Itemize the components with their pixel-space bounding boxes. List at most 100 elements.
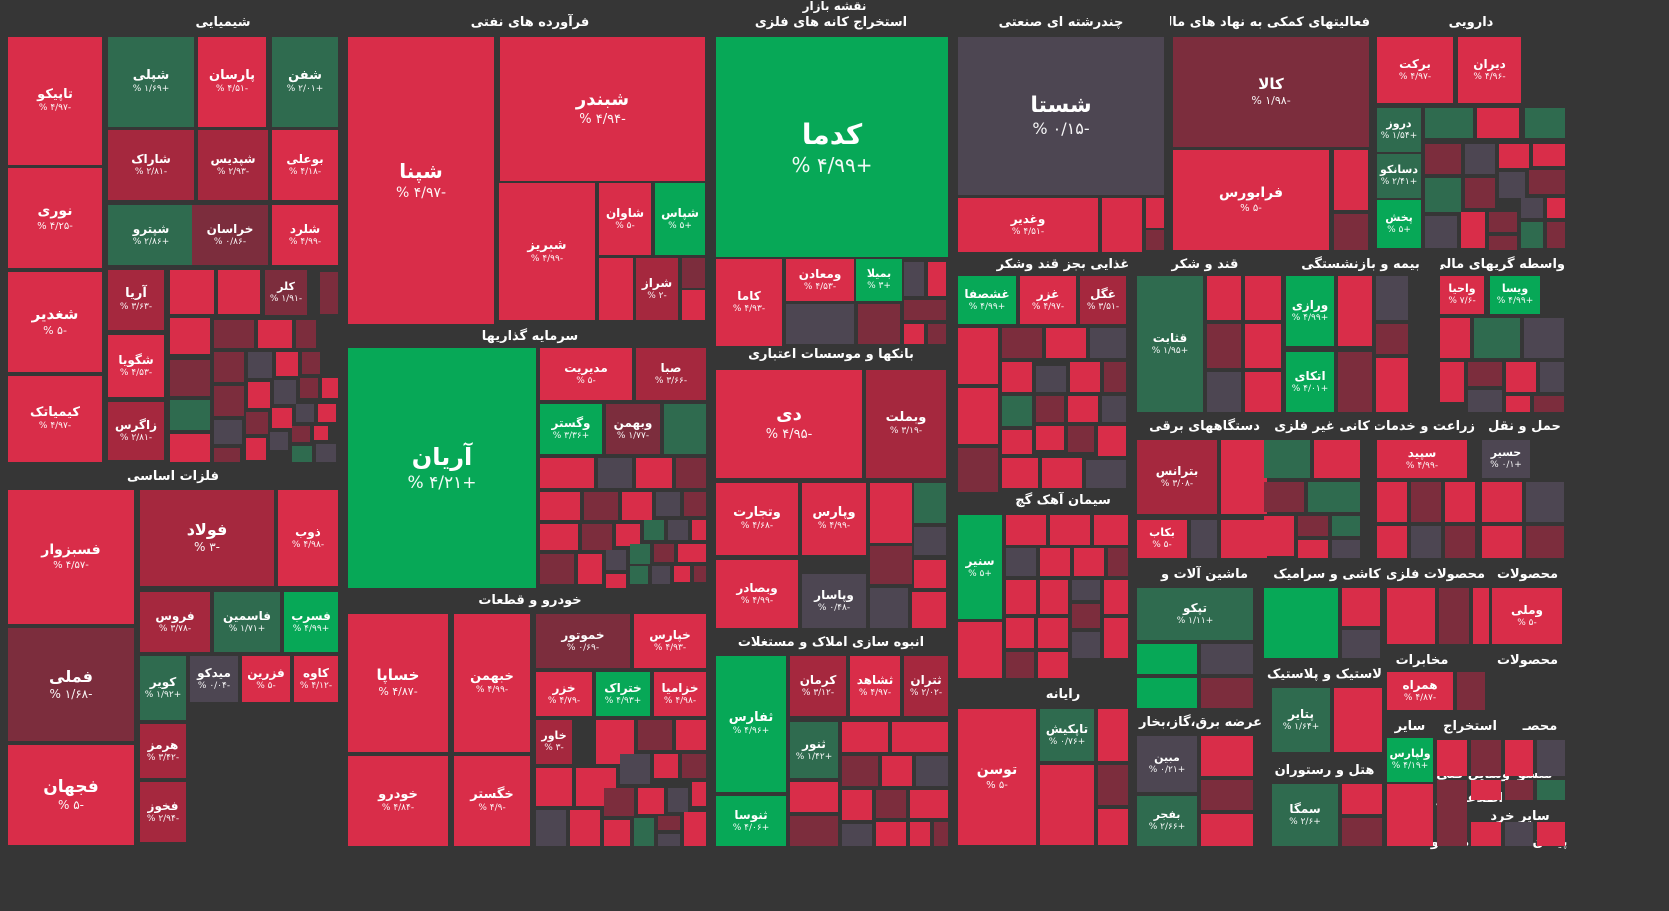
treemap-cell[interactable] — [1245, 276, 1281, 320]
treemap-cell[interactable] — [1006, 548, 1036, 576]
treemap-cell[interactable] — [1425, 144, 1461, 174]
treemap-cell[interactable] — [1425, 178, 1461, 212]
treemap-cell[interactable] — [1332, 540, 1360, 558]
treemap-cell[interactable] — [604, 820, 630, 846]
treemap-cell[interactable] — [536, 810, 566, 846]
stock-tile[interactable]: فسرب +۴/۹۹ % — [284, 592, 338, 652]
treemap-cell[interactable] — [1439, 588, 1469, 644]
treemap-cell[interactable] — [1104, 362, 1126, 392]
treemap-cell[interactable] — [1207, 324, 1241, 368]
treemap-cell[interactable] — [1308, 482, 1360, 512]
stock-tile[interactable]: خراسان -۰/۸۶ % — [192, 205, 268, 265]
treemap-cell[interactable] — [634, 818, 654, 846]
stock-tile[interactable]: خزامیا -۴/۹۸ % — [654, 672, 706, 716]
stock-tile[interactable]: فولاد -۳ % — [140, 490, 274, 586]
treemap-cell[interactable] — [692, 520, 706, 540]
treemap-cell[interactable] — [630, 566, 648, 584]
treemap-cell[interactable] — [958, 328, 998, 384]
stock-tile[interactable]: توسن -۵ % — [958, 709, 1036, 845]
treemap-cell[interactable] — [1334, 150, 1368, 210]
stock-tile[interactable]: کرمان -۳/۱۲ % — [790, 656, 846, 716]
treemap-cell[interactable] — [1042, 458, 1082, 488]
treemap-cell[interactable] — [1006, 515, 1046, 545]
treemap-cell[interactable] — [606, 574, 626, 588]
stock-tile[interactable]: ومعادن -۴/۵۳ % — [786, 259, 854, 301]
treemap-cell[interactable] — [1002, 396, 1032, 426]
treemap-cell[interactable] — [170, 434, 210, 462]
treemap-cell[interactable] — [578, 554, 602, 584]
treemap-cell[interactable] — [1040, 548, 1070, 576]
stock-tile[interactable]: دیران -۴/۹۶ % — [1458, 37, 1521, 103]
treemap-cell[interactable] — [314, 426, 328, 440]
treemap-cell[interactable] — [1046, 328, 1086, 358]
treemap-cell[interactable] — [598, 458, 632, 488]
stock-tile[interactable]: ثشاهد -۴/۹۷ % — [850, 656, 900, 716]
treemap-cell[interactable] — [1540, 362, 1564, 392]
treemap-cell[interactable] — [1036, 396, 1064, 422]
treemap-cell[interactable] — [1376, 276, 1408, 320]
treemap-cell[interactable] — [274, 380, 296, 404]
treemap-cell[interactable] — [1050, 515, 1090, 545]
treemap-cell[interactable] — [540, 492, 580, 520]
treemap-cell[interactable] — [248, 382, 270, 408]
treemap-cell[interactable] — [1468, 362, 1502, 386]
treemap-cell[interactable] — [958, 388, 998, 444]
stock-tile[interactable]: شپدیس -۲/۹۳ % — [198, 130, 268, 200]
stock-tile[interactable]: هرمز -۳/۴۲ % — [140, 724, 186, 778]
stock-tile[interactable]: فرابورس -۵ % — [1173, 150, 1329, 250]
treemap-cell[interactable] — [1090, 328, 1126, 358]
treemap-cell[interactable] — [270, 432, 288, 450]
stock-tile[interactable]: غزر -۴/۹۷ % — [1020, 276, 1076, 324]
stock-tile[interactable]: غگل -۳/۵۱ % — [1080, 276, 1126, 324]
stock-tile[interactable]: خبهمن -۴/۹۹ % — [454, 614, 530, 752]
treemap-cell[interactable] — [1207, 276, 1241, 320]
treemap-cell[interactable] — [1221, 440, 1267, 514]
treemap-cell[interactable] — [322, 378, 338, 398]
treemap-cell[interactable] — [1098, 426, 1126, 456]
treemap-cell[interactable] — [1072, 580, 1100, 600]
treemap-cell[interactable] — [292, 446, 312, 462]
stock-tile[interactable]: بترانس -۳/۰۸ % — [1137, 440, 1217, 514]
stock-tile[interactable]: وبصادر -۴/۹۹ % — [716, 560, 798, 628]
stock-tile[interactable]: شگویا -۴/۵۳ % — [108, 335, 164, 397]
treemap-cell[interactable] — [1072, 604, 1100, 628]
treemap-cell[interactable] — [1468, 390, 1502, 412]
treemap-cell[interactable] — [272, 408, 292, 428]
stock-tile[interactable]: شغدیر -۵ % — [8, 272, 102, 372]
stock-tile[interactable]: خموتور -۰/۶۹ % — [536, 614, 630, 668]
treemap-cell[interactable] — [1040, 580, 1068, 614]
stock-tile[interactable]: کالا -۱/۹۸ % — [1173, 37, 1369, 147]
treemap-cell[interactable] — [656, 492, 680, 516]
stock-tile[interactable]: وگستر +۳/۳۶ % — [540, 404, 602, 454]
treemap-cell[interactable] — [1474, 318, 1520, 358]
stock-tile[interactable]: شاراک -۲/۸۱ % — [108, 130, 194, 200]
treemap-cell[interactable] — [1342, 784, 1382, 814]
treemap-cell[interactable] — [1264, 440, 1310, 478]
treemap-cell[interactable] — [1006, 580, 1036, 614]
stock-tile[interactable]: برکت -۴/۹۷ % — [1377, 37, 1453, 103]
treemap-cell[interactable] — [1074, 548, 1104, 576]
treemap-cell[interactable] — [1002, 458, 1038, 488]
treemap-cell[interactable] — [1002, 430, 1032, 454]
stock-tile[interactable]: ورازی +۴/۹۹ % — [1286, 276, 1334, 346]
treemap-cell[interactable] — [654, 544, 674, 562]
treemap-cell[interactable] — [892, 722, 948, 752]
treemap-cell[interactable] — [1461, 212, 1485, 248]
stock-tile[interactable]: فجهان -۵ % — [8, 745, 134, 845]
stock-tile[interactable]: خپارس -۴/۹۳ % — [634, 614, 706, 668]
treemap-cell[interactable] — [1505, 780, 1533, 800]
treemap-cell[interactable] — [296, 320, 316, 348]
treemap-cell[interactable] — [1264, 482, 1304, 512]
stock-tile[interactable]: دسانکو +۲/۴۱ % — [1377, 154, 1421, 198]
treemap-cell[interactable] — [1471, 780, 1501, 800]
treemap-cell[interactable] — [1411, 482, 1441, 522]
stock-tile[interactable]: میدکو -۰/۰۴ % — [190, 656, 238, 702]
treemap-cell[interactable] — [1201, 814, 1253, 846]
treemap-cell[interactable] — [664, 404, 706, 454]
stock-tile[interactable]: خزر -۴/۷۹ % — [536, 672, 592, 716]
treemap-cell[interactable] — [318, 404, 336, 422]
treemap-cell[interactable] — [1425, 108, 1473, 138]
treemap-cell[interactable] — [682, 258, 705, 288]
stock-tile[interactable]: شاوان -۵ % — [599, 183, 651, 255]
stock-tile[interactable]: شلرد -۴/۹۹ % — [272, 205, 338, 265]
